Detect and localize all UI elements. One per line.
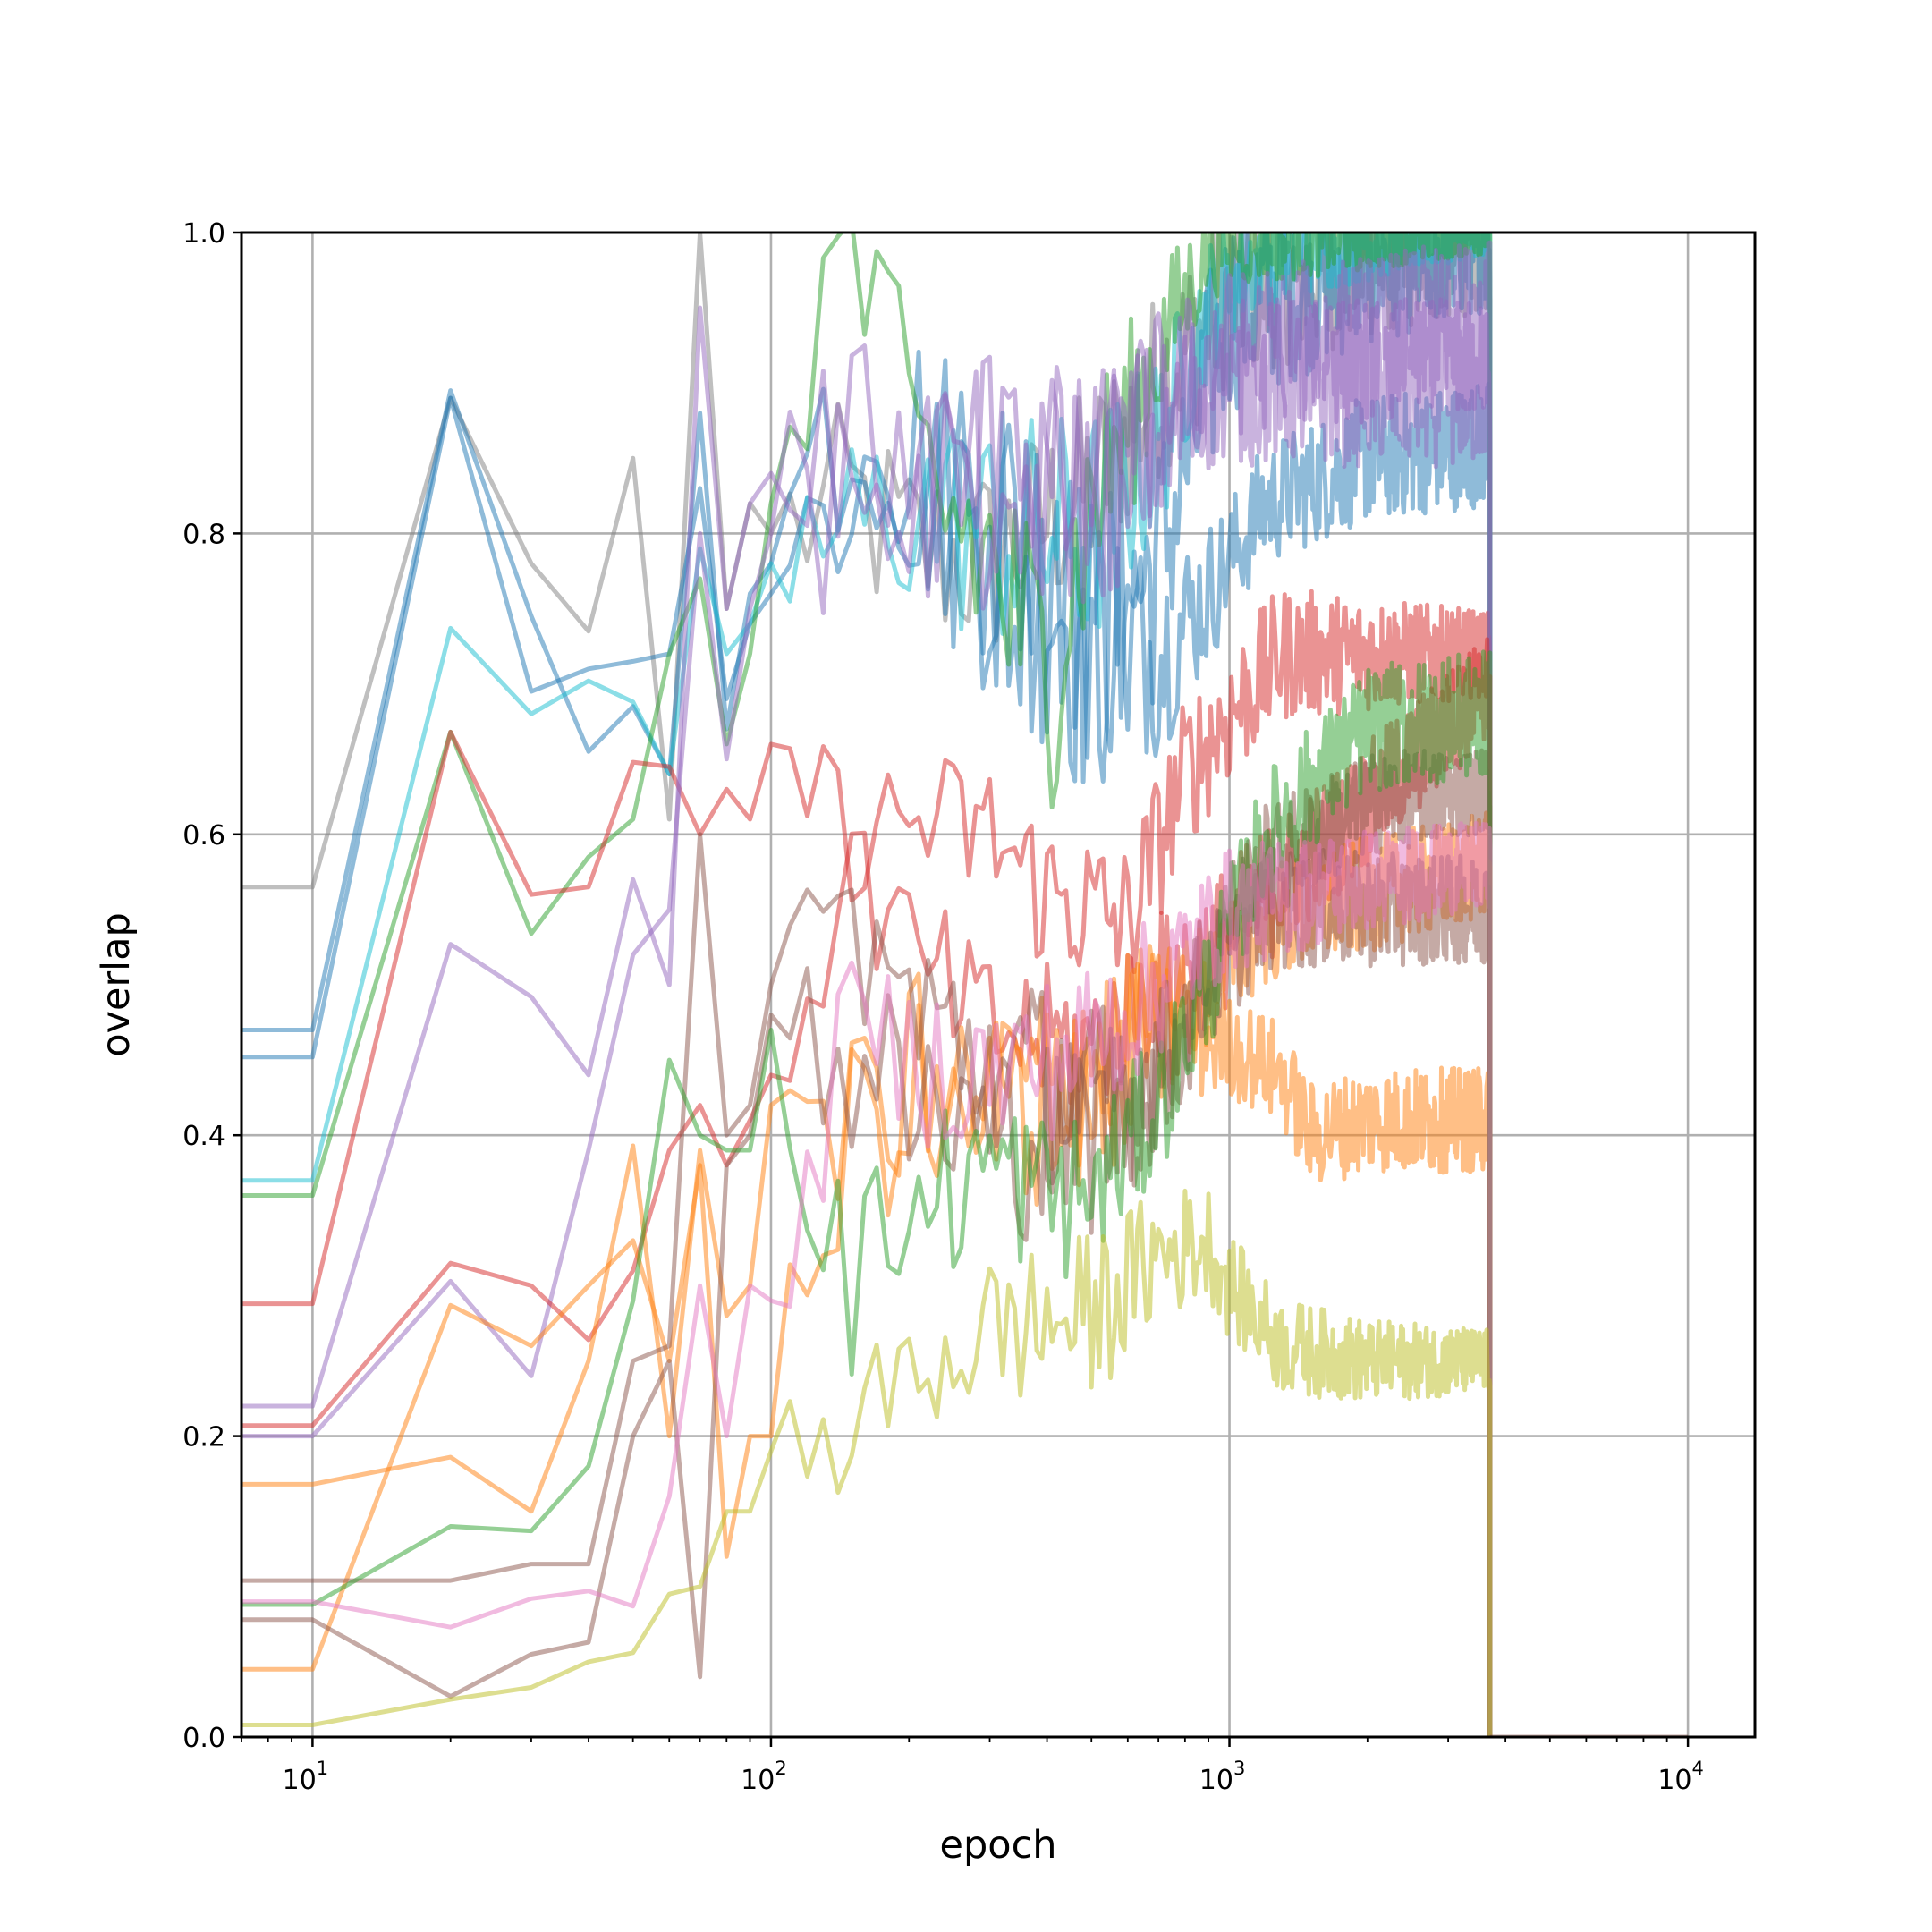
x-tick-base: 10: [1199, 1765, 1233, 1796]
y-tick-label: 0.4: [182, 1121, 225, 1152]
series-line-15: [242, 820, 1493, 1737]
x-tick-base: 10: [741, 1765, 775, 1796]
series-line-14: [242, 649, 1493, 1737]
x-tick-base: 10: [1657, 1765, 1691, 1796]
series-line-16: [242, 1188, 1493, 1737]
y-tick-label: 1.0: [182, 218, 225, 250]
y-axis-label: overlap: [94, 912, 139, 1056]
x-tick-exponent: 2: [775, 1758, 786, 1779]
x-tick-base: 10: [283, 1765, 317, 1796]
y-tick-label: 0.6: [182, 820, 225, 852]
y-tick-label: 0.0: [182, 1723, 225, 1754]
x-tick-label: 103: [1199, 1758, 1246, 1796]
x-tick-label: 104: [1657, 1758, 1704, 1796]
y-tick-label: 0.8: [182, 519, 225, 550]
series-line-8: [242, 240, 1493, 1737]
series-line-11: [242, 953, 1493, 1737]
x-axis-label: epoch: [940, 1823, 1057, 1868]
plot-frame: [240, 231, 1757, 1739]
series-line-13: [242, 748, 1493, 1737]
x-tick-exponent: 4: [1692, 1758, 1704, 1779]
series-group: [242, 233, 1689, 1737]
x-tick-exponent: 1: [317, 1758, 328, 1779]
series-line-2: [242, 233, 1493, 1737]
y-tick-label: 0.2: [182, 1422, 225, 1453]
x-tick-exponent: 3: [1233, 1758, 1245, 1779]
x-tick-label: 101: [283, 1758, 329, 1796]
x-tick-label: 102: [741, 1758, 787, 1796]
